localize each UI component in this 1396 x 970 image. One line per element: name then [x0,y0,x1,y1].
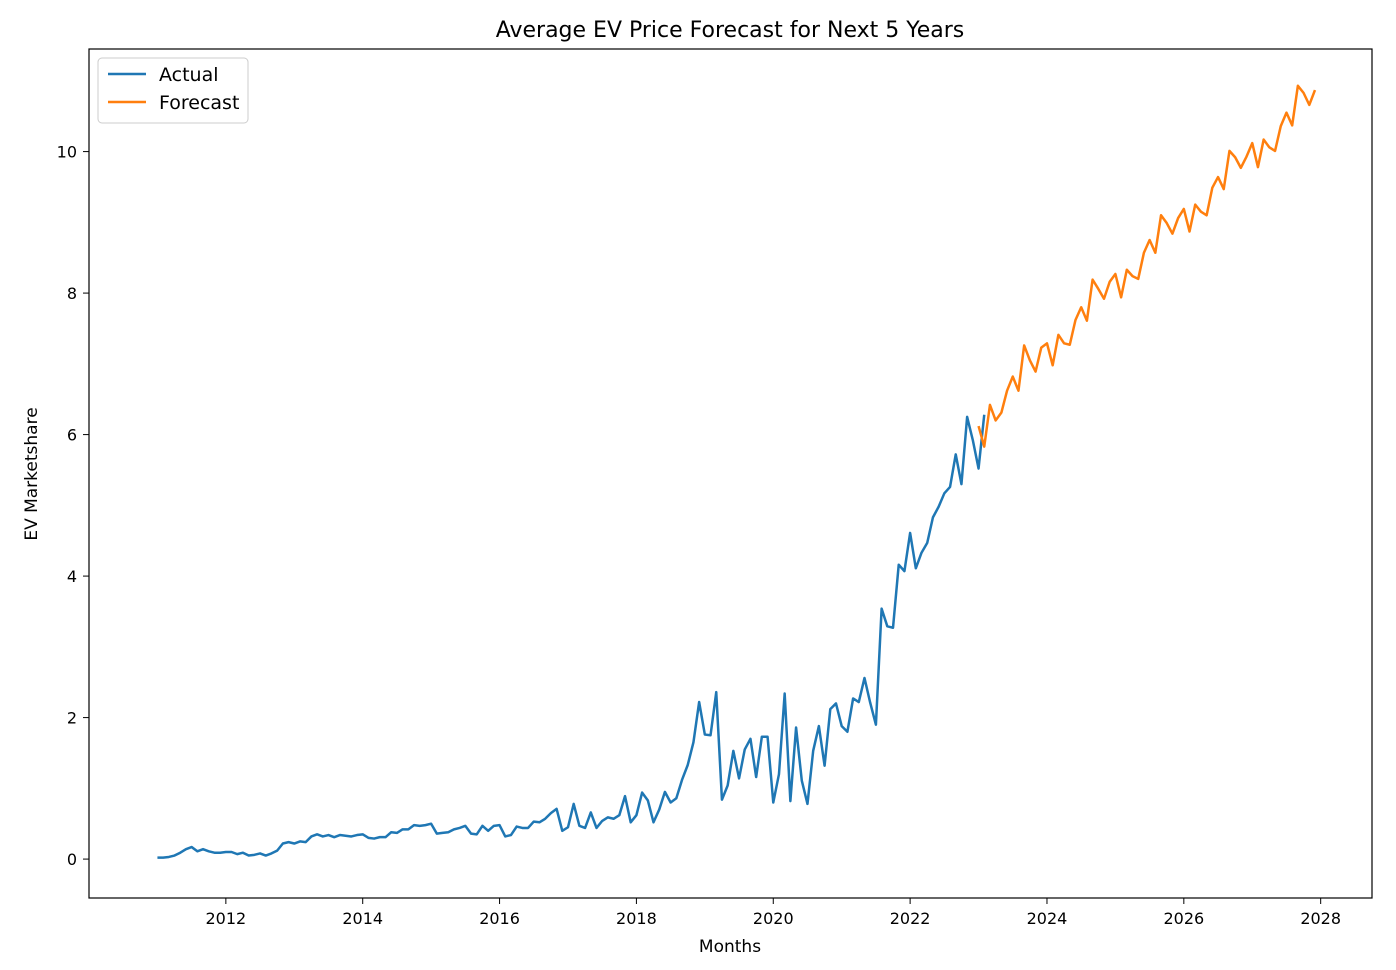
x-axis: 2012 2014 2016 2018 2020 2022 2024 2026 2028 [205,898,1341,928]
legend-label-actual: Actual [159,64,219,86]
x-tick-label: 2014 [342,909,383,928]
x-tick-label: 2026 [1163,909,1204,928]
plot-area [89,49,1372,898]
x-axis-label: Months [699,937,761,957]
series-line-forecast [977,84,1317,448]
legend-label-forecast: Forecast [159,92,239,114]
y-tick-label: 8 [67,284,77,303]
x-tick-label: 2016 [479,909,520,928]
x-tick-label: 2024 [1027,909,1068,928]
x-tick-label: 2022 [890,909,931,928]
y-axis-label: EV Marketshare [22,407,42,540]
y-axis: 0 2 4 6 8 10 [57,143,89,869]
x-tick-label: 2018 [616,909,657,928]
y-tick-label: 2 [67,709,77,728]
y-tick-label: 0 [67,850,77,869]
plot-frame [88,48,1373,899]
series-line-actual [157,414,986,859]
series-layer [157,84,1317,859]
x-tick-label: 2028 [1300,909,1341,928]
x-tick-label: 2020 [753,909,794,928]
y-tick-label: 4 [67,567,77,586]
y-tick-label: 10 [57,143,77,162]
legend: Actual Forecast [97,57,249,124]
chart-title: Average EV Price Forecast for Next 5 Yea… [496,18,965,43]
x-tick-label: 2012 [205,909,246,928]
y-tick-label: 6 [67,426,77,445]
